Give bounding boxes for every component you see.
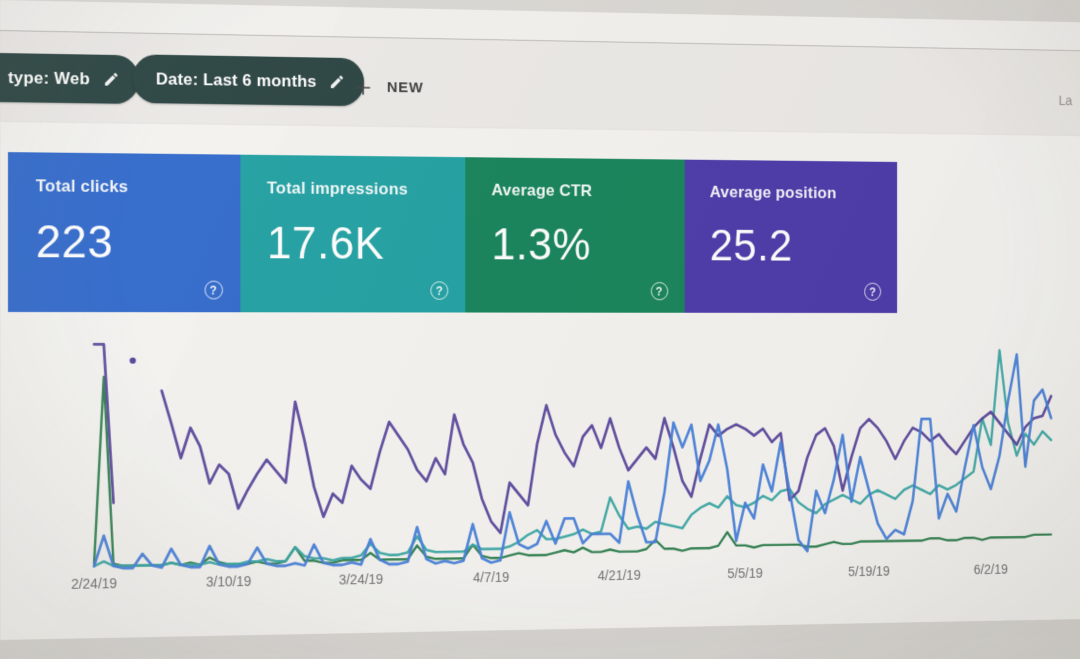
- plus-icon: [353, 77, 374, 99]
- x-axis-tick: 3/10/19: [206, 573, 252, 590]
- x-axis-tick: 4/7/19: [472, 569, 510, 586]
- series-line-total-impressions: [94, 350, 1051, 566]
- series-line-total-clicks: [94, 354, 1051, 568]
- x-axis-tick: 6/2/19: [973, 561, 1008, 577]
- series-line-average-position: [94, 344, 113, 503]
- filter-chip-date-range[interactable]: Date: Last 6 months: [132, 54, 365, 107]
- performance-line-chart[interactable]: [0, 122, 1080, 640]
- series-line-average-ctr: [94, 374, 1051, 566]
- filter-chip-search-type[interactable]: type: Web: [0, 52, 139, 104]
- header-top-area: [0, 0, 1080, 51]
- x-axis-tick: 5/5/19: [727, 565, 763, 582]
- performance-panel: Total clicks 223 ? Total impressions 17.…: [0, 122, 1080, 640]
- edit-pencil-icon[interactable]: [103, 71, 120, 88]
- x-axis-tick: 5/19/19: [848, 563, 890, 580]
- filter-chip-label: Date: Last 6 months: [155, 69, 317, 91]
- x-axis-tick: 2/24/19: [71, 575, 118, 592]
- x-axis-tick: 4/21/19: [597, 567, 641, 584]
- corner-cropped-text: La: [1058, 92, 1073, 108]
- isolated-data-point: [129, 357, 136, 364]
- edit-pencil-icon[interactable]: [329, 73, 345, 90]
- header-bar: type: Web Date: Last 6 months NEW La: [0, 0, 1080, 137]
- new-filter-button[interactable]: NEW: [353, 68, 424, 108]
- new-button-label: NEW: [386, 79, 424, 97]
- x-axis-tick: 3/24/19: [338, 571, 384, 588]
- filter-chip-label: type: Web: [7, 67, 90, 88]
